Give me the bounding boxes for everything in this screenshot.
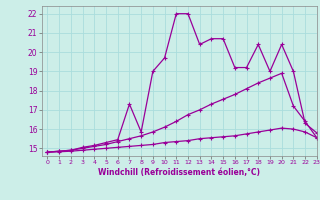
- X-axis label: Windchill (Refroidissement éolien,°C): Windchill (Refroidissement éolien,°C): [98, 168, 260, 177]
